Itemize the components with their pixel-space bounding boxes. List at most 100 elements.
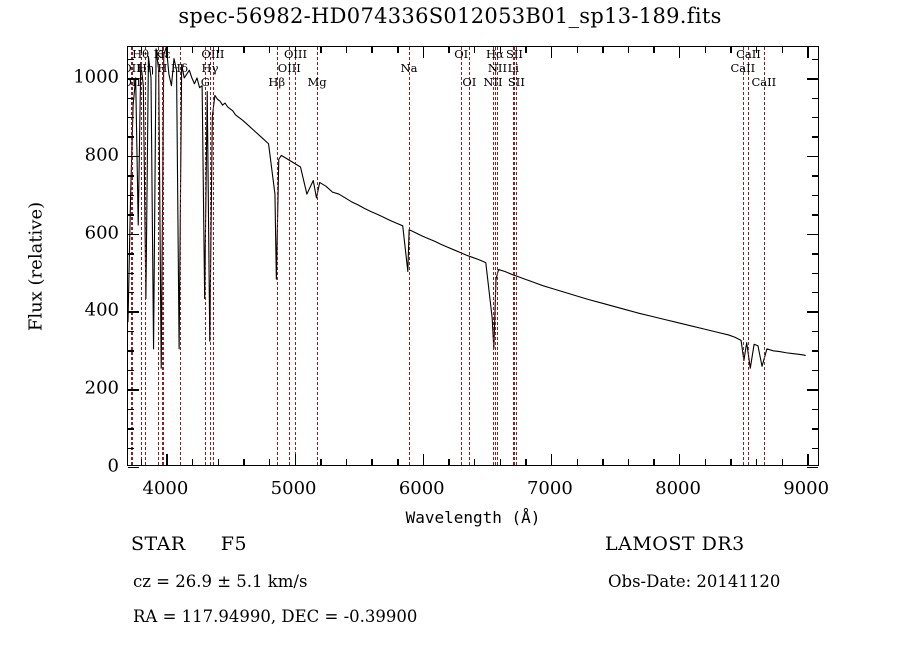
axis-tick bbox=[730, 47, 732, 53]
axis-tick bbox=[128, 78, 139, 80]
spectral-line-label: Hα bbox=[485, 47, 504, 61]
y-tick-label: 600 bbox=[84, 222, 119, 244]
axis-tick bbox=[602, 459, 604, 465]
axis-tick bbox=[243, 47, 245, 53]
axis-tick bbox=[128, 58, 134, 61]
axis-tick bbox=[128, 408, 134, 411]
spectral-line-label: K bbox=[153, 47, 163, 61]
spectral-line-label: OIII bbox=[277, 61, 301, 75]
axis-tick bbox=[217, 459, 220, 465]
axis-tick bbox=[812, 117, 818, 119]
axis-tick bbox=[755, 47, 758, 53]
axis-tick bbox=[140, 47, 143, 53]
axis-tick bbox=[807, 311, 818, 313]
axis-tick bbox=[474, 459, 476, 465]
spectral-line-marker bbox=[179, 47, 181, 465]
spectral-line-label: Hδ bbox=[171, 61, 188, 75]
axis-tick bbox=[128, 253, 134, 255]
axis-tick bbox=[807, 78, 818, 80]
axis-tick bbox=[217, 47, 220, 53]
spectral-line-marker bbox=[131, 47, 133, 465]
spectral-line-marker bbox=[295, 47, 297, 465]
spectral-line-label: Mg bbox=[307, 75, 327, 89]
axis-tick bbox=[422, 454, 425, 465]
spectral-line-marker bbox=[494, 47, 496, 465]
spectral-line-marker bbox=[145, 47, 147, 465]
axis-tick bbox=[345, 47, 348, 53]
axis-tick bbox=[812, 97, 818, 99]
spectral-line-marker bbox=[317, 47, 319, 465]
spectral-line-marker bbox=[461, 47, 463, 465]
axis-tick bbox=[128, 175, 134, 177]
axis-tick bbox=[499, 47, 502, 53]
axis-tick bbox=[525, 47, 527, 53]
axis-tick bbox=[576, 47, 578, 53]
spectral-line-label: Hβ bbox=[268, 75, 286, 89]
axis-tick bbox=[812, 253, 818, 255]
axis-tick bbox=[653, 47, 655, 53]
axis-tick bbox=[128, 233, 139, 236]
axis-tick bbox=[294, 47, 296, 58]
axis-tick bbox=[730, 459, 732, 465]
axis-tick bbox=[602, 47, 604, 53]
axis-tick bbox=[550, 454, 553, 465]
axis-tick bbox=[128, 330, 134, 333]
spectral-line-label: OI bbox=[462, 75, 477, 89]
y-tick-label: 0 bbox=[107, 455, 119, 477]
spectral-line-label: Hθ bbox=[132, 47, 150, 61]
spectral-type: F5 bbox=[220, 533, 248, 555]
axis-tick bbox=[627, 47, 630, 53]
axis-tick bbox=[371, 459, 373, 465]
x-tick-label: 6000 bbox=[398, 478, 445, 499]
axis-tick bbox=[128, 97, 134, 99]
axis-tick bbox=[166, 47, 168, 58]
axis-tick bbox=[128, 467, 139, 469]
y-tick-label: 800 bbox=[84, 144, 119, 166]
y-axis-title: Flux (relative) bbox=[25, 201, 47, 332]
spectral-line-marker bbox=[742, 47, 744, 465]
spectral-line-label: OIII bbox=[201, 47, 225, 61]
axis-tick bbox=[128, 350, 134, 352]
object-class: STAR bbox=[131, 533, 186, 555]
axis-tick bbox=[422, 47, 425, 58]
axis-tick bbox=[448, 459, 450, 465]
spectral-line-label: G bbox=[200, 75, 210, 89]
y-tick-label: 1000 bbox=[73, 66, 119, 88]
axis-tick bbox=[812, 292, 818, 294]
axis-tick bbox=[243, 459, 245, 465]
axis-tick bbox=[550, 47, 553, 58]
axis-tick bbox=[807, 155, 818, 158]
spectrum-curve bbox=[128, 47, 818, 465]
spectral-line-marker bbox=[492, 47, 494, 465]
axis-tick bbox=[397, 47, 399, 53]
spectral-line-label: Hε bbox=[154, 47, 171, 61]
spectral-line-labels: OIIOIIHθHηKHHεHδGHγOIIIHβOIIIOIIIMgNaOIO… bbox=[128, 47, 818, 465]
axis-tick bbox=[128, 369, 134, 372]
axis-tick bbox=[627, 459, 630, 465]
spectral-line-marker bbox=[210, 47, 211, 465]
axis-tick bbox=[128, 155, 139, 158]
spectral-line-label: Hγ bbox=[201, 61, 219, 75]
spectral-line-label: NII bbox=[487, 61, 508, 75]
axis-tick bbox=[448, 47, 450, 53]
spectral-line-marker bbox=[748, 47, 750, 465]
spectral-line-label: NII bbox=[483, 75, 503, 89]
redshift-velocity: cz = 26.9 ± 5.1 km/s bbox=[133, 572, 308, 591]
axis-tick bbox=[704, 459, 707, 465]
axis-tick bbox=[704, 47, 707, 53]
spectral-line-label: SII bbox=[506, 47, 523, 61]
axis-tick bbox=[807, 233, 818, 236]
axis-tick bbox=[525, 459, 527, 465]
axis-tick bbox=[812, 175, 818, 177]
spectral-line-label: OII bbox=[128, 75, 141, 89]
spectral-line-marker bbox=[514, 47, 516, 465]
spectral-line-marker bbox=[212, 47, 214, 465]
axis-tick bbox=[128, 214, 134, 216]
axis-tick bbox=[755, 459, 758, 465]
spectral-line-markers bbox=[128, 47, 818, 465]
spectral-line-marker bbox=[140, 47, 142, 465]
axis-tick bbox=[128, 292, 134, 294]
spectral-line-marker bbox=[763, 47, 765, 465]
axis-tick bbox=[499, 459, 502, 465]
axis-tick bbox=[679, 47, 681, 58]
